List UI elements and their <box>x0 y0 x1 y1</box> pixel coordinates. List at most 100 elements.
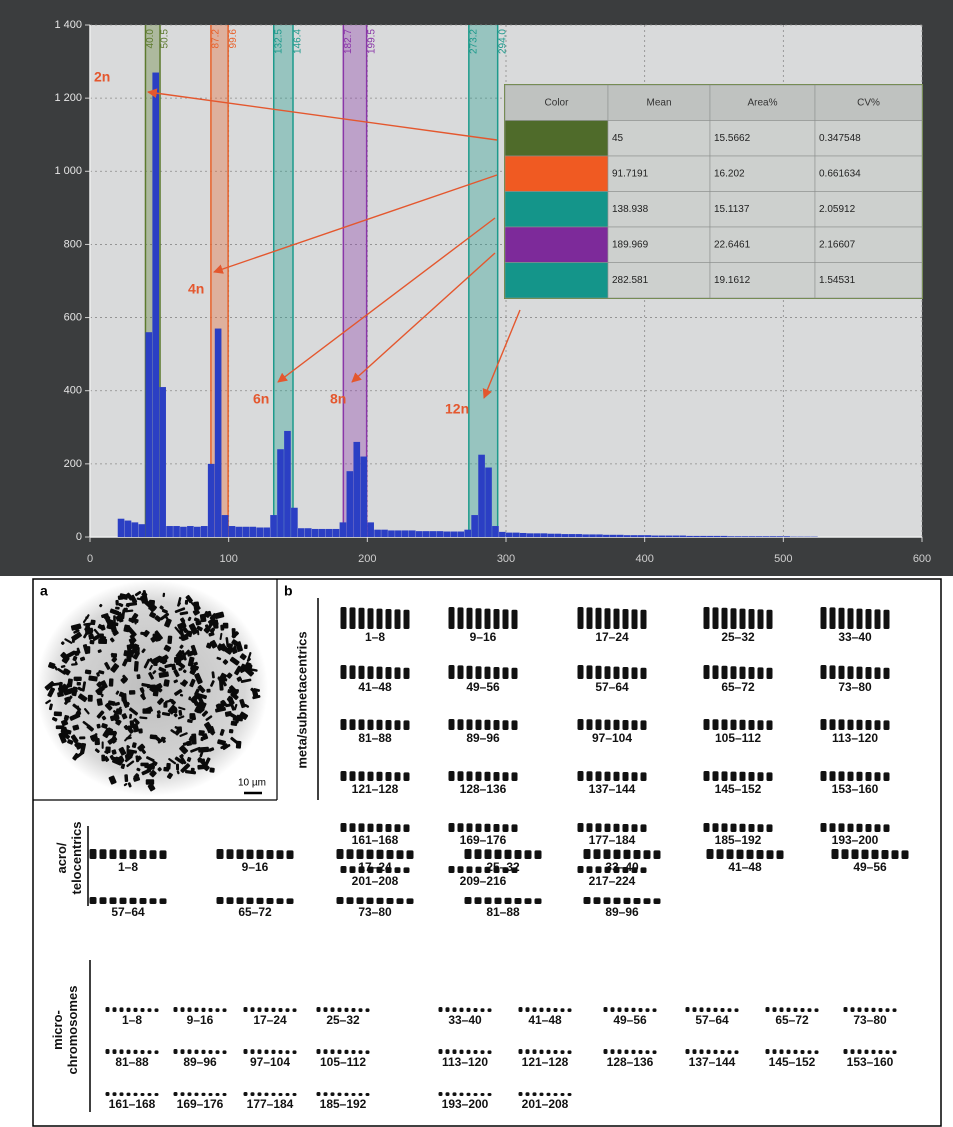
chromosome <box>110 897 117 904</box>
chromosome <box>634 850 641 859</box>
chromosome <box>188 1092 192 1096</box>
histogram-bar <box>256 527 263 537</box>
gate-label: 132.5 <box>273 29 284 54</box>
histogram-bar <box>381 530 388 537</box>
group-label: 41–48 <box>358 680 392 694</box>
chromosome <box>120 1092 124 1096</box>
chromosome <box>287 850 294 859</box>
chromosome <box>787 1050 791 1054</box>
histogram-bar <box>139 524 146 537</box>
chromosome <box>519 1007 523 1012</box>
chromosome <box>341 823 347 832</box>
chromosome <box>587 607 593 629</box>
group-label: 113–120 <box>832 731 878 745</box>
chromosome <box>830 607 836 629</box>
chromosome <box>526 1049 530 1054</box>
chromosome <box>247 898 254 904</box>
chromosome <box>386 824 392 832</box>
chromosome <box>395 867 401 873</box>
histogram-bar <box>444 532 451 537</box>
chromosome <box>596 719 602 730</box>
chromosome <box>174 1092 178 1096</box>
chromosome <box>875 720 881 730</box>
x-tick-label: 100 <box>219 553 237 565</box>
chromosome <box>324 1007 328 1012</box>
chromosome <box>110 849 117 859</box>
histogram-bar <box>464 530 471 537</box>
chromosome <box>277 898 284 904</box>
chromosome <box>848 608 854 629</box>
group-label: 113–120 <box>442 1055 488 1069</box>
histogram-bar <box>180 527 187 537</box>
chromosome <box>216 1093 220 1096</box>
x-tick-label: 500 <box>774 553 792 565</box>
chromosome <box>395 609 401 629</box>
chromosome <box>875 824 881 832</box>
chromosome <box>142 708 151 713</box>
chromosome <box>886 1050 890 1054</box>
table-cell <box>608 121 710 157</box>
group-label: 25–32 <box>486 860 520 874</box>
chromosome <box>686 1049 690 1054</box>
group-label: 177–184 <box>589 833 636 847</box>
group-label: 49–56 <box>613 1013 647 1027</box>
chromosome <box>879 1008 883 1012</box>
chromosome <box>614 898 621 904</box>
group-label: 201–208 <box>352 874 399 888</box>
histogram-bar <box>700 536 707 537</box>
chromosome <box>485 667 491 679</box>
chromosome <box>106 1007 110 1012</box>
x-tick-label: 0 <box>87 553 93 565</box>
group-label: 9–16 <box>242 860 269 874</box>
chromosome <box>113 1049 117 1054</box>
chromosome <box>604 1049 608 1054</box>
chromosome <box>345 1008 349 1012</box>
chromosome <box>832 849 839 859</box>
chromosome <box>494 667 500 679</box>
histogram-bar <box>319 529 326 537</box>
chromosome <box>540 1050 544 1054</box>
chromosome <box>202 1093 206 1096</box>
chromosome <box>195 1050 199 1054</box>
chromosome <box>862 850 869 859</box>
chromosome <box>453 1007 457 1012</box>
chromosome <box>594 849 601 859</box>
chromosome <box>458 607 464 629</box>
histogram-bar <box>638 535 645 537</box>
histogram-bar <box>395 530 402 537</box>
chromosome <box>866 772 872 781</box>
histogram-bar <box>430 531 437 537</box>
chromosome <box>195 1008 199 1012</box>
chromosome <box>519 1092 523 1096</box>
histogram-bar <box>561 534 568 537</box>
chromosome <box>722 666 728 679</box>
chromosome <box>515 898 522 904</box>
histogram-bar <box>229 526 236 537</box>
chromosome <box>578 607 584 629</box>
group-label: 25–32 <box>721 630 755 644</box>
chromosome <box>526 1007 530 1012</box>
chromosome <box>279 1093 283 1096</box>
chromosome <box>852 849 859 859</box>
chromosome <box>134 1050 138 1054</box>
chromosome <box>277 850 284 859</box>
chromosome <box>623 720 629 730</box>
table-color-swatch <box>505 263 608 299</box>
chromosome <box>618 1007 622 1012</box>
group-label: 49–56 <box>853 860 887 874</box>
group-label: 41–48 <box>728 860 762 874</box>
chromosome <box>758 609 764 629</box>
chromosome <box>839 719 845 730</box>
chromosome <box>458 665 464 679</box>
chromosome <box>141 1050 145 1054</box>
chromosome <box>88 695 93 702</box>
chromosome <box>821 823 827 832</box>
chromosome <box>858 1049 862 1054</box>
chromosome <box>866 609 872 629</box>
chromosome <box>359 719 365 730</box>
chromosome <box>893 1050 897 1054</box>
chromosome <box>227 897 234 904</box>
chromosome <box>547 1093 551 1096</box>
gate-label: 99.6 <box>228 29 239 49</box>
chromosome <box>317 1007 321 1012</box>
